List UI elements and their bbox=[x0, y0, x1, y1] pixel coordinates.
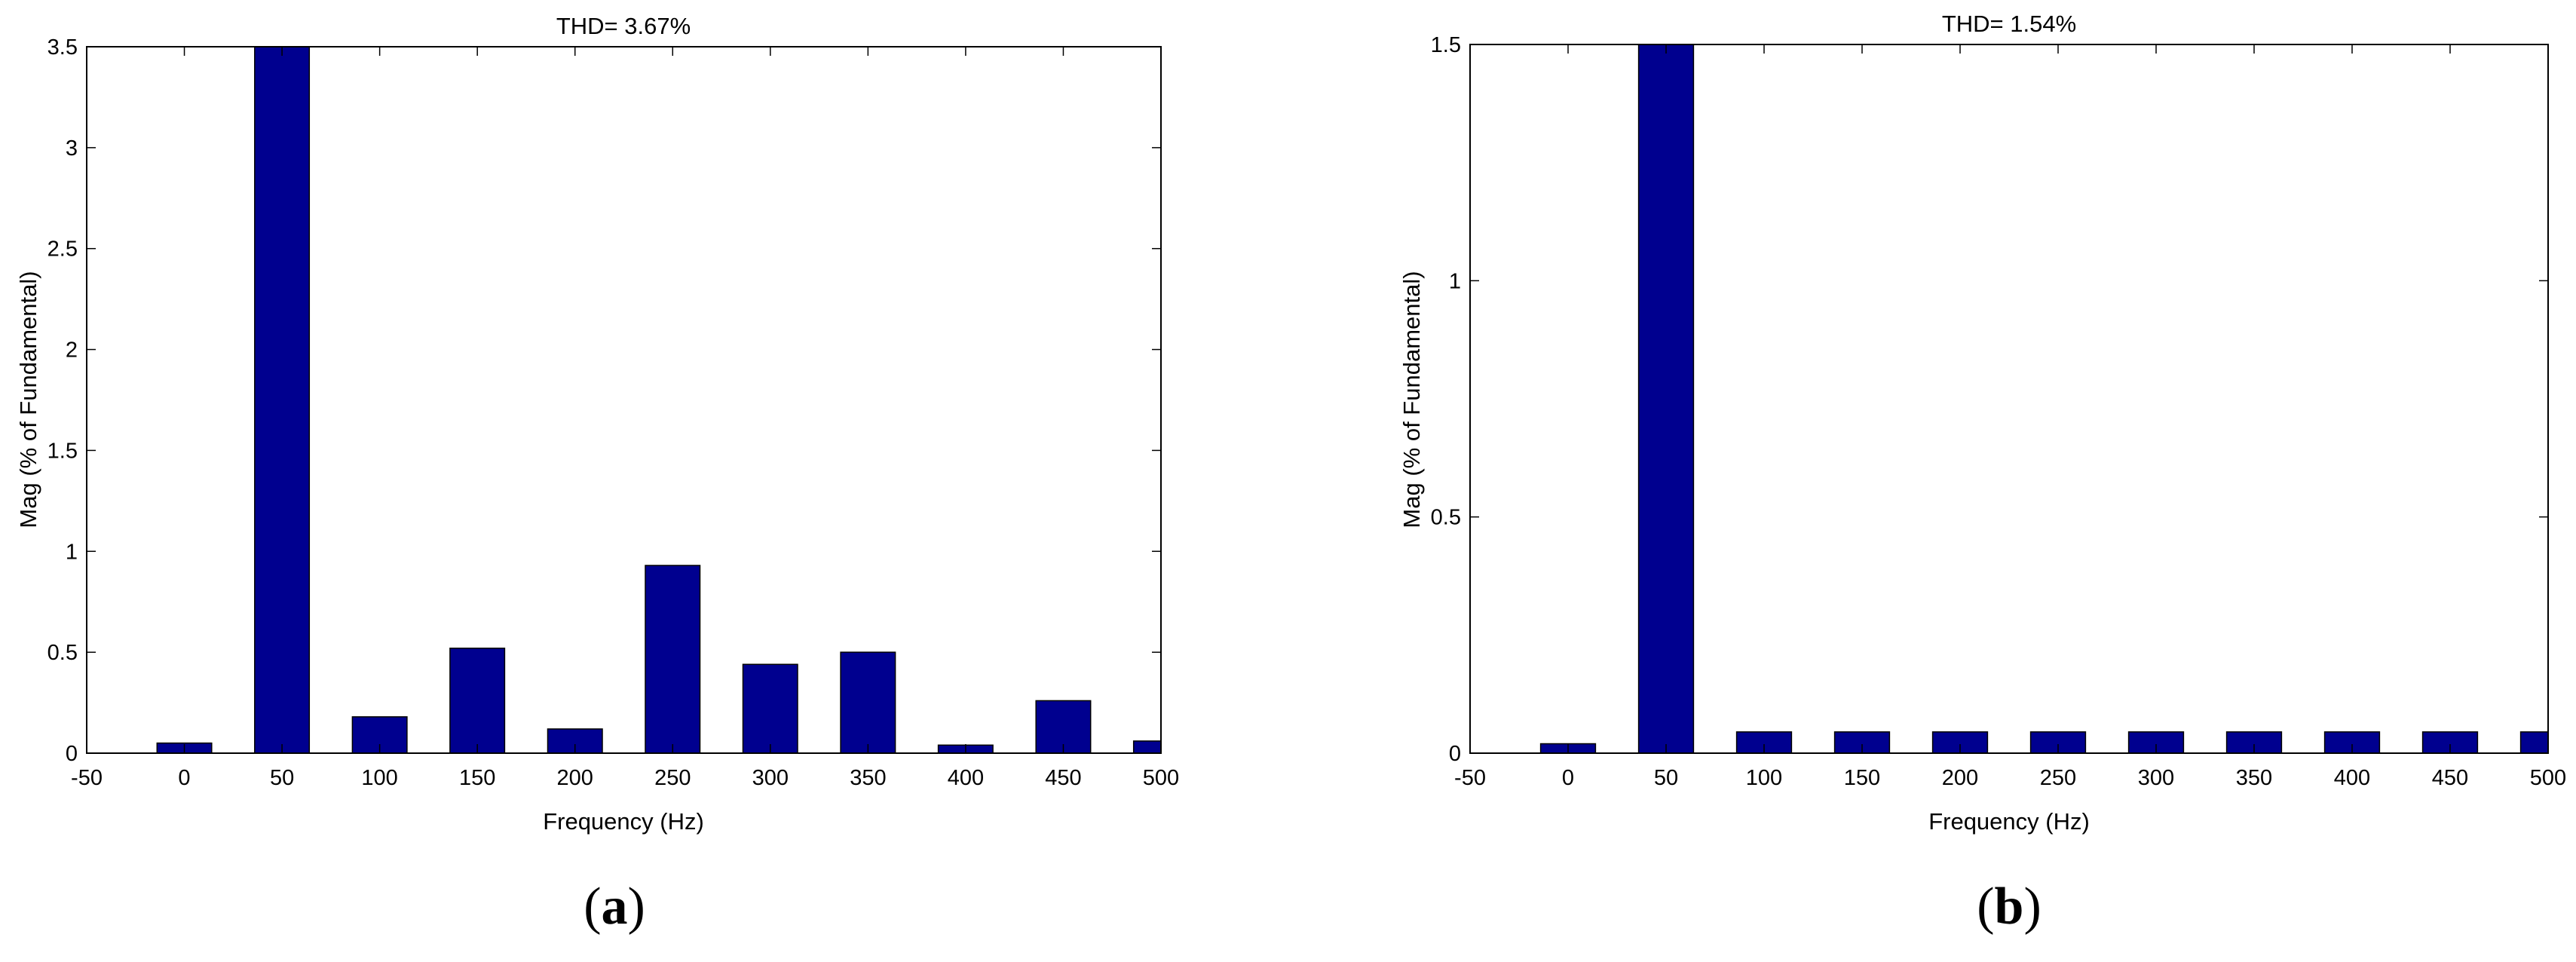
x-axis-label-b: Frequency (Hz) bbox=[1928, 808, 2090, 835]
chart-title-a: THD= 3.67% bbox=[556, 13, 691, 39]
y-tick-label-a: 0 bbox=[66, 742, 78, 766]
x-tick-label-b: 100 bbox=[1746, 766, 1782, 790]
x-tick-label-a: 200 bbox=[557, 766, 593, 790]
y-tick-label-b: 0.5 bbox=[1431, 506, 1461, 530]
y-tick-label-b: 1.5 bbox=[1431, 33, 1461, 57]
x-tick-label-a: -50 bbox=[71, 766, 103, 790]
x-tick-label-a: 150 bbox=[459, 766, 495, 790]
panel-label-letter-a: a bbox=[602, 878, 628, 936]
y-axis-ticks-b: 0 0.5 1 1.5 bbox=[1431, 33, 2548, 766]
y-tick-label-b: 1 bbox=[1449, 269, 1461, 293]
y-axis-ticks-a: 0 0.5 1 1.5 2 2.5 3 3.5 bbox=[47, 35, 1161, 766]
y-tick-label-a: 0.5 bbox=[47, 641, 78, 665]
bar-a-150hz bbox=[449, 648, 506, 754]
x-tick-label-a: 450 bbox=[1045, 766, 1081, 790]
x-tick-label-a: 0 bbox=[178, 766, 190, 790]
panel-label-letter-b: b bbox=[1995, 878, 2024, 936]
plot-area-b bbox=[1469, 44, 2549, 754]
plot-area-a bbox=[86, 46, 1162, 754]
panel-label-a: (a) bbox=[584, 878, 645, 936]
x-tick-label-b: -50 bbox=[1454, 766, 1486, 790]
x-tick-label-a: 400 bbox=[948, 766, 984, 790]
bar-group-b bbox=[1539, 44, 2549, 754]
x-tick-label-b: 500 bbox=[2530, 766, 2566, 790]
y-tick-label-a: 3 bbox=[66, 136, 78, 161]
x-tick-label-a: 250 bbox=[654, 766, 691, 790]
bar-a-350hz bbox=[840, 651, 896, 754]
y-tick-label-a: 2 bbox=[66, 339, 78, 363]
x-tick-label-b: 200 bbox=[1942, 766, 1978, 790]
bar-group-a bbox=[156, 46, 1162, 754]
x-tick-label-b: 50 bbox=[1654, 766, 1678, 790]
x-tick-label-a: 500 bbox=[1143, 766, 1179, 790]
y-tick-label-a: 3.5 bbox=[47, 35, 78, 60]
x-tick-label-b: 350 bbox=[2236, 766, 2272, 790]
bar-b-50hz bbox=[1637, 44, 1695, 754]
bar-a-250hz bbox=[645, 565, 701, 754]
x-tick-label-a: 50 bbox=[270, 766, 294, 790]
bar-a-300hz bbox=[742, 663, 798, 754]
y-tick-label-a: 1 bbox=[66, 540, 78, 564]
x-tick-label-b: 300 bbox=[2138, 766, 2174, 790]
chart-panel-b: -50 0 50 100 150 200 250 300 350 400 450 500 00.511… bbox=[1398, 11, 2566, 936]
x-axis-ticks-b: -50 0 50 100 150 200 250 300 350 400 450 500 bbox=[1454, 44, 2566, 790]
x-tick-label-a: 100 bbox=[361, 766, 397, 790]
x-tick-label-a: 300 bbox=[752, 766, 789, 790]
y-axis-label-b: Mag (% of Fundamental) bbox=[1398, 271, 1425, 528]
x-tick-label-b: 450 bbox=[2432, 766, 2468, 790]
x-tick-label-a: 350 bbox=[850, 766, 886, 790]
bar-b-400hz bbox=[2323, 731, 2381, 754]
y-tick-label-a: 1.5 bbox=[47, 439, 78, 463]
x-tick-label-b: 250 bbox=[2040, 766, 2076, 790]
y-tick-label-b: 0 bbox=[1449, 742, 1461, 766]
chart-panel-a: -50 0 50 100 150 200 250 300 350 400 450 500 00.511… bbox=[15, 13, 1179, 936]
panel-label-b: (b) bbox=[1977, 878, 2042, 936]
x-tick-label-b: 400 bbox=[2334, 766, 2370, 790]
bar-a-500hz bbox=[1132, 740, 1162, 754]
x-axis-ticks-a: -50 0 50 100 150 200 250 300 350 400 450 500 bbox=[71, 47, 1179, 790]
x-tick-label-b: 0 bbox=[1562, 766, 1574, 790]
x-tick-label-b: 150 bbox=[1844, 766, 1880, 790]
chart-title-b: THD= 1.54% bbox=[1942, 11, 2076, 37]
y-tick-label-a: 2.5 bbox=[47, 237, 78, 262]
y-axis-label-a: Mag (% of Fundamental) bbox=[15, 271, 41, 528]
bar-a-50hz bbox=[254, 46, 311, 754]
x-axis-label-a: Frequency (Hz) bbox=[543, 808, 704, 835]
bar-b-500hz bbox=[2519, 731, 2549, 754]
